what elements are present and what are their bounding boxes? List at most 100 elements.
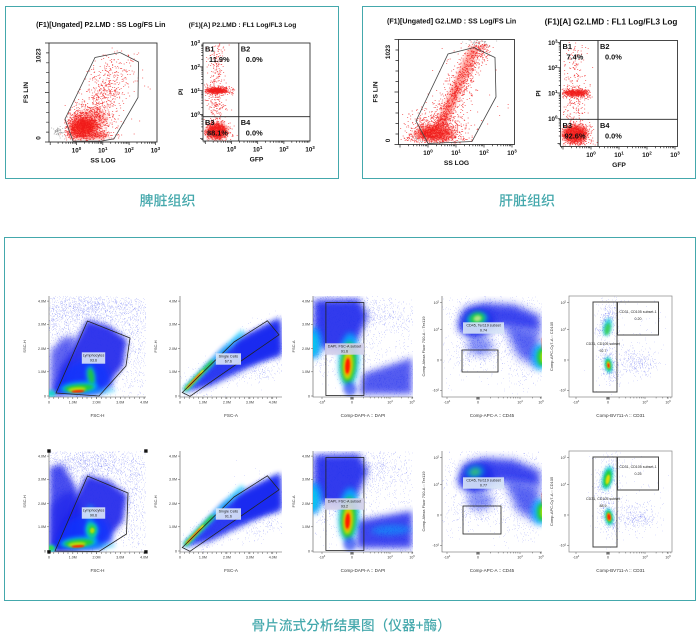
svg-text:Comp-Alexa Fluor 700-A :: Ter1: Comp-Alexa Fluor 700-A :: Ter119 [421, 316, 426, 377]
svg-text:105: 105 [561, 455, 567, 459]
svg-text:4.0M: 4.0M [269, 556, 277, 560]
svg-text:B1: B1 [205, 45, 214, 54]
svg-text:0: 0 [477, 556, 479, 560]
svg-text:0: 0 [44, 394, 46, 398]
svg-text:101: 101 [253, 145, 263, 153]
svg-text:0.20: 0.20 [635, 317, 642, 321]
svg-text:4.0M: 4.0M [38, 454, 46, 458]
svg-text:0: 0 [175, 394, 177, 398]
svg-text:FSC-H: FSC-H [90, 568, 104, 573]
svg-text:B4: B4 [241, 118, 251, 127]
svg-text:(F1)[A] G2.LMD : FL1 Log/FL3 L: (F1)[A] G2.LMD : FL1 Log/FL3 Log [545, 18, 678, 27]
svg-text:102: 102 [642, 151, 652, 159]
svg-text:101: 101 [451, 149, 461, 157]
svg-text:CD31, CD105 subset: CD31, CD105 subset [586, 342, 620, 346]
svg-text:-104: -104 [444, 400, 451, 404]
svg-text:4.0M: 4.0M [269, 401, 277, 405]
svg-text:104: 104 [434, 483, 440, 487]
svg-text:Comp-APC-A :: CD45: Comp-APC-A :: CD45 [470, 568, 515, 573]
svg-text:Comp-BV711-A :: CD31: Comp-BV711-A :: CD31 [596, 568, 645, 573]
svg-text:GFP: GFP [250, 157, 264, 164]
svg-text:2.0M: 2.0M [302, 502, 310, 506]
svg-text:0.77: 0.77 [480, 484, 487, 488]
svg-text:0: 0 [179, 401, 181, 405]
svg-text:103: 103 [305, 145, 315, 153]
svg-text:104: 104 [642, 555, 648, 559]
svg-text:(F1)[A] P2.LMD : FL1 Log/FL3 L: (F1)[A] P2.LMD : FL1 Log/FL3 Log [189, 22, 297, 29]
svg-text:3.0M: 3.0M [169, 478, 177, 482]
svg-text:-104: -104 [573, 400, 580, 404]
svg-text:FSC-A: FSC-A [291, 340, 296, 352]
svg-text:3.0M: 3.0M [169, 323, 177, 327]
svg-text:1.0M: 1.0M [169, 525, 177, 529]
svg-text:4.0M: 4.0M [302, 454, 310, 458]
svg-text:105: 105 [434, 455, 440, 459]
svg-text:0: 0 [179, 556, 181, 560]
svg-text:Comp-BV711-A :: CD31: Comp-BV711-A :: CD31 [596, 413, 645, 418]
svg-text:-103: -103 [319, 555, 326, 559]
svg-text:104: 104 [387, 555, 393, 559]
svg-text:88.1%: 88.1% [207, 129, 228, 138]
svg-text:7.4%: 7.4% [567, 53, 584, 62]
svg-text:4.0M: 4.0M [38, 299, 46, 303]
svg-text:102: 102 [548, 64, 558, 72]
svg-text:104: 104 [387, 400, 393, 404]
svg-text:B3: B3 [563, 121, 572, 130]
svg-text:0: 0 [351, 401, 353, 405]
svg-text:Comp-APC-Cy7-A :: CD105: Comp-APC-Cy7-A :: CD105 [549, 321, 554, 371]
svg-text:FSC-H: FSC-H [153, 340, 158, 352]
svg-text:CD45, Ter119 subset: CD45, Ter119 subset [466, 323, 500, 327]
svg-text:100: 100 [423, 149, 433, 157]
svg-text:3.0M: 3.0M [302, 323, 310, 327]
svg-text:4.0M: 4.0M [302, 299, 310, 303]
svg-text:SSC-H: SSC-H [22, 340, 27, 353]
svg-text:101: 101 [98, 146, 108, 154]
svg-text:DAPI, FSC-A subset: DAPI, FSC-A subset [328, 344, 361, 348]
svg-text:0: 0 [351, 556, 353, 560]
svg-text:-103: -103 [432, 543, 439, 547]
svg-text:105: 105 [538, 400, 544, 404]
svg-text:FSC-A: FSC-A [224, 413, 239, 418]
svg-text:-103: -103 [559, 543, 566, 547]
svg-text:105: 105 [665, 400, 671, 404]
svg-text:91.6: 91.6 [225, 515, 232, 519]
svg-text:B2: B2 [241, 45, 250, 54]
svg-text:CD31, CD105 subset-1: CD31, CD105 subset-1 [619, 310, 656, 314]
svg-text:CD45, Ter119 subset: CD45, Ter119 subset [466, 478, 500, 482]
svg-text:0.25: 0.25 [635, 472, 642, 476]
svg-text:CD31, CD105 subset-1: CD31, CD105 subset-1 [619, 465, 656, 469]
svg-text:0: 0 [437, 513, 439, 517]
svg-text:Comp-APC-A :: CD45: Comp-APC-A :: CD45 [470, 413, 515, 418]
svg-text:Comp-Alexa Fluor 700-A :: Ter1: Comp-Alexa Fluor 700-A :: Ter119 [421, 471, 426, 532]
svg-text:2.0M: 2.0M [302, 347, 310, 351]
svg-text:0: 0 [607, 556, 609, 560]
svg-text:4.0M: 4.0M [140, 401, 148, 405]
svg-text:0.0%: 0.0% [246, 55, 263, 64]
svg-text:100: 100 [72, 146, 82, 154]
svg-text:105: 105 [665, 555, 671, 559]
svg-text:0.74: 0.74 [480, 329, 487, 333]
svg-text:PI: PI [536, 90, 543, 96]
svg-text:101: 101 [191, 87, 201, 95]
svg-text:(F1)[Ungated] P2.LMD : SS Log/: (F1)[Ungated] P2.LMD : SS Log/FS Lin [36, 21, 165, 29]
svg-text:105: 105 [409, 400, 415, 404]
svg-text:1.0M: 1.0M [302, 525, 310, 529]
svg-text:0: 0 [477, 401, 479, 405]
svg-text:102: 102 [191, 63, 201, 71]
svg-text:GFP: GFP [612, 162, 626, 169]
svg-text:SS LOG: SS LOG [444, 160, 469, 167]
svg-text:0: 0 [385, 138, 392, 142]
svg-text:3.0M: 3.0M [38, 323, 46, 327]
svg-text:Comp-DAPI-A :: DAPI: Comp-DAPI-A :: DAPI [341, 413, 386, 418]
svg-text:-103: -103 [432, 388, 439, 392]
svg-text:B4: B4 [600, 121, 610, 130]
svg-text:SSC-H: SSC-H [22, 495, 27, 508]
svg-text:4.0M: 4.0M [140, 556, 148, 560]
svg-text:1.0M: 1.0M [38, 370, 46, 374]
svg-text:CD31, CD105 subset: CD31, CD105 subset [586, 497, 620, 501]
svg-text:103: 103 [151, 146, 161, 154]
svg-text:105: 105 [561, 300, 567, 304]
svg-text:105: 105 [409, 555, 415, 559]
svg-text:1.0M: 1.0M [302, 370, 310, 374]
svg-text:2.0M: 2.0M [38, 502, 46, 506]
